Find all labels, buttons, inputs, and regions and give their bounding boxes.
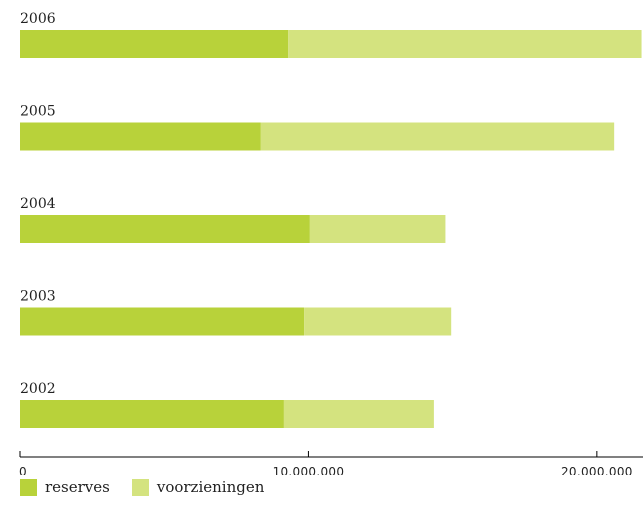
year-label-2004: 2004 — [20, 196, 56, 212]
bar-reserves-2003 — [20, 307, 305, 336]
legend: reserves voorzieningen — [20, 478, 286, 496]
legend-label-voorzieningen: voorzieningen — [156, 478, 265, 496]
legend-item-reserves: reserves — [20, 478, 110, 496]
bar-voorzieningen-2006 — [288, 30, 642, 58]
year-label-2006: 2006 — [20, 11, 56, 27]
x-tick-label-0: 0 — [19, 465, 27, 475]
year-label-2005: 2005 — [20, 104, 56, 120]
legend-label-reserves: reserves — [45, 478, 110, 496]
legend-swatch-voorzieningen — [131, 478, 149, 496]
bar-reserves-2005 — [20, 122, 261, 151]
bar-voorzieningen-2004 — [309, 215, 446, 243]
bar-reserves-2004 — [20, 215, 310, 243]
year-label-2002: 2002 — [20, 381, 56, 397]
x-tick-label-1: 10.000.000 — [273, 465, 345, 475]
legend-item-voorzieningen: voorzieningen — [131, 478, 265, 496]
bars-group: 2006 2005 2004 2003 2002 — [20, 11, 642, 428]
bar-voorzieningen-2003 — [304, 307, 452, 336]
bar-voorzieningen-2002 — [283, 400, 434, 428]
x-axis: 0 10.000.000 20.000.000 — [19, 451, 643, 475]
year-label-2003: 2003 — [20, 289, 56, 305]
stacked-bar-chart: 2006 2005 2004 2003 2002 0 10.000.000 20.000.0… — [19, 11, 643, 475]
bar-voorzieningen-2005 — [260, 122, 615, 151]
legend-swatch-reserves — [20, 478, 37, 496]
x-tick-label-2: 20.000.000 — [561, 465, 633, 475]
bar-reserves-2002 — [20, 400, 284, 428]
bar-reserves-2006 — [20, 30, 289, 58]
